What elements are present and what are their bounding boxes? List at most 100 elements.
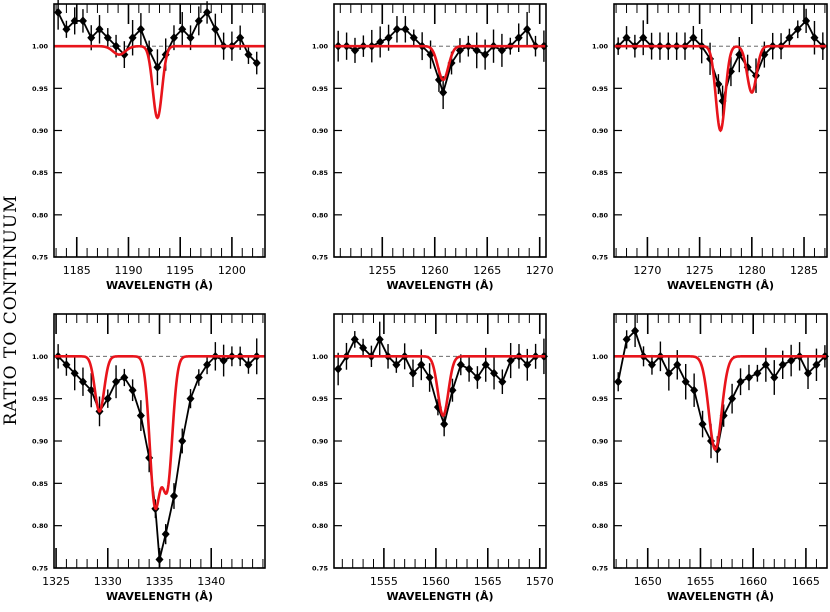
data-point: [523, 24, 532, 34]
model-fit-line: [614, 355, 827, 451]
y-tick-label: 0.90: [312, 438, 329, 446]
x-tick-label: 1185: [63, 264, 91, 277]
data-point: [490, 368, 499, 378]
data-point: [54, 7, 63, 17]
y-tick-label: 0.95: [592, 395, 609, 403]
y-tick-label: 1.00: [312, 353, 329, 361]
model-fit-line: [334, 355, 546, 418]
data-point: [439, 88, 448, 98]
x-tick-label: 1660: [739, 575, 767, 588]
data-point: [169, 33, 178, 43]
model-fit-line: [334, 44, 546, 82]
data-point: [87, 33, 96, 43]
y-tick-label: 0.80: [32, 211, 49, 219]
x-tick-label: 1565: [474, 575, 502, 588]
data-point: [70, 368, 79, 378]
x-tick-label: 1330: [94, 575, 122, 588]
y-tick-label: 0.95: [32, 85, 49, 93]
data-point: [639, 33, 648, 43]
data-point: [770, 373, 779, 382]
data-point: [194, 373, 203, 382]
data-point: [802, 16, 811, 26]
data-point: [392, 360, 401, 370]
panel-1: 0.75 0.80 0.85 0.90 0.95 1.00 1185 1190 1195 1200…: [32, 0, 266, 292]
plot-frame: [53, 313, 266, 569]
data-point: [481, 50, 490, 60]
y-tick-label: 0.85: [32, 169, 49, 177]
y-tick-label: 0.75: [592, 565, 609, 573]
x-tick-label: 1190: [114, 264, 142, 277]
data-point: [440, 419, 449, 429]
data-point: [498, 377, 507, 387]
y-tick-label: 1.00: [32, 353, 49, 361]
data-point: [778, 360, 787, 370]
y-tick-label: 0.80: [32, 522, 49, 530]
x-tick-label: 1340: [197, 575, 225, 588]
y-tick-label: 0.85: [592, 169, 609, 177]
y-axis-label: RATIO TO CONTINUUM: [1, 194, 21, 425]
x-tick-label: 1280: [738, 264, 766, 277]
data-point: [456, 360, 465, 370]
data-series-line: [617, 329, 826, 452]
x-tick-label: 1665: [792, 575, 820, 588]
data-point: [219, 356, 228, 366]
data-series-line: [57, 355, 258, 560]
x-axis-label: WAVELENGTH (Å): [106, 590, 213, 603]
y-tick-label: 0.85: [312, 169, 329, 177]
plot-frame: [333, 313, 547, 569]
data-point: [690, 385, 699, 395]
data-point: [810, 33, 819, 43]
panel-4: 0.75 0.80 0.85 0.90 0.95 1.00 1325 1330 1335 1340…: [32, 313, 266, 603]
data-point: [804, 368, 813, 378]
y-tick-label: 0.75: [312, 565, 329, 573]
y-tick-label: 0.90: [312, 127, 329, 135]
data-point: [244, 360, 253, 370]
x-tick-label: 1335: [146, 575, 174, 588]
data-point: [514, 33, 523, 43]
data-series-line: [338, 27, 544, 96]
data-point: [614, 377, 623, 387]
data-point: [409, 33, 418, 43]
x-tick-label: 1570: [526, 575, 554, 588]
y-tick-label: 0.80: [592, 211, 609, 219]
y-tick-label: 0.95: [312, 395, 329, 403]
y-tick-label: 0.85: [312, 480, 329, 488]
data-point: [812, 360, 821, 370]
data-point: [112, 377, 121, 387]
y-tick-label: 1.00: [312, 43, 329, 51]
model-fit-line: [54, 44, 265, 120]
data-point: [178, 436, 187, 446]
data-point: [392, 24, 401, 34]
plot-frame: [613, 3, 828, 258]
x-tick-label: 1275: [686, 264, 714, 277]
y-tick-label: 0.85: [592, 480, 609, 488]
x-tick-label: 1270: [633, 264, 661, 277]
data-point: [186, 394, 195, 404]
data-point: [194, 16, 203, 26]
data-point: [472, 45, 481, 55]
data-point: [376, 37, 385, 47]
data-point: [425, 373, 434, 382]
x-axis-label: WAVELENGTH (Å): [667, 279, 774, 292]
x-axis-label: WAVELENGTH (Å): [667, 590, 774, 603]
data-point: [631, 326, 640, 336]
data-point: [350, 45, 359, 55]
y-tick-label: 0.75: [32, 565, 49, 573]
plot-frame: [333, 3, 547, 258]
y-tick-label: 1.00: [32, 43, 49, 51]
panel-2: 0.75 0.80 0.85 0.90 0.95 1.00 1255 1260 1265 1270…: [312, 3, 554, 292]
data-point: [203, 7, 212, 17]
data-point: [95, 24, 104, 34]
data-point: [744, 373, 753, 382]
data-point: [417, 360, 426, 370]
data-point: [244, 50, 253, 60]
x-axis-label: WAVELENGTH (Å): [106, 279, 213, 292]
y-tick-label: 0.95: [592, 85, 609, 93]
panel-6: 0.75 0.80 0.85 0.90 0.95 1.00 1650 1655 1660 1665…: [592, 313, 829, 603]
data-point: [103, 33, 112, 43]
y-tick-label: 0.80: [312, 522, 329, 530]
data-point: [236, 33, 245, 43]
data-point: [120, 373, 129, 382]
data-point: [506, 356, 515, 366]
